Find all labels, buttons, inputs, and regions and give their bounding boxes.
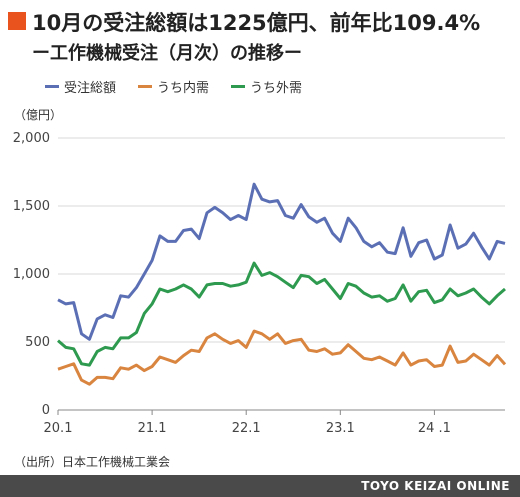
series-line-0 [57, 182, 506, 341]
x-tick-label: 21.1 [138, 421, 167, 436]
legend-item-total: 受注総額 [45, 77, 116, 96]
legend-swatch-foreign [231, 85, 246, 88]
chart-title: 10月の受注総額は1225億円、前年比109.4% [32, 11, 481, 35]
legend-item-foreign: うち外需 [231, 77, 302, 96]
source-note: （出所）日本工作機械工業会 [14, 455, 171, 469]
x-tick-label: 22.1 [232, 421, 261, 436]
x-tick-labels: 20.1 21.1 22.1 23.1 24 .1 [44, 410, 451, 436]
legend-label-foreign: うち外需 [250, 81, 303, 96]
y-tick-label: 1,000 [13, 267, 50, 282]
y-tick-label: 500 [25, 335, 50, 350]
x-tick-label: 20.1 [44, 421, 73, 436]
series-line-2 [57, 261, 506, 367]
y-tick-label: 2,000 [13, 131, 50, 146]
x-tick-label: 23.1 [326, 421, 355, 436]
legend-swatch-total [45, 85, 59, 88]
legend: 受注総額 うち内需 うち外需 [45, 77, 302, 96]
series-line-1 [57, 329, 507, 386]
y-axis-unit: （億円） [14, 108, 63, 122]
title-marker [8, 12, 26, 30]
brand-logo-text: TOYO KEIZAI ONLINE [361, 479, 510, 493]
y-tick-label: 0 [42, 403, 50, 418]
y-tick-labels: 0 500 1,000 1,500 2,000 [13, 131, 50, 418]
legend-item-domestic: うち内需 [138, 77, 209, 96]
legend-swatch-domestic [138, 85, 153, 88]
chart-subtitle: ー工作機械受注（月次）の推移ー [32, 43, 302, 64]
legend-label-total: 受注総額 [64, 81, 117, 96]
legend-label-domestic: うち内需 [157, 81, 210, 96]
y-tick-label: 1,500 [13, 199, 50, 214]
x-tick-label: 24 .1 [418, 421, 451, 436]
series-lines [57, 182, 507, 386]
footer-bar: TOYO KEIZAI ONLINE [0, 475, 520, 497]
